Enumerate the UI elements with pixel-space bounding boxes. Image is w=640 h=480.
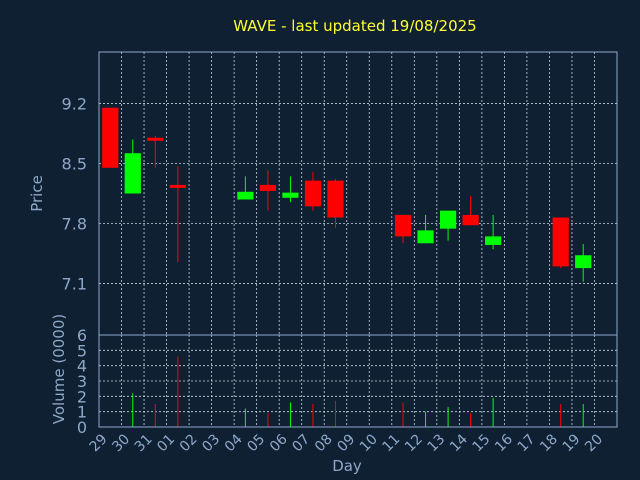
price-tick-labels: 9.2 8.5 7.8 7.1	[62, 94, 87, 293]
volume-tick-label: 5	[77, 341, 87, 360]
candle-body	[282, 192, 299, 198]
volume-panel-frame	[98, 334, 618, 428]
volume-tick-label: 0	[77, 418, 87, 437]
volume-tick-label: 2	[77, 387, 87, 406]
volume-grid	[99, 335, 617, 427]
candle-body	[394, 214, 412, 237]
candle-body	[327, 180, 344, 218]
candle-body	[259, 184, 277, 191]
volume-tick-label: 3	[77, 372, 87, 391]
price-tick-label: 7.8	[62, 215, 87, 234]
candle-body	[169, 184, 186, 188]
volume-tick-label: 4	[77, 357, 87, 376]
price-axis-label: Price	[28, 175, 46, 212]
price-tick-label: 9.2	[62, 94, 87, 113]
candle-body	[417, 230, 434, 244]
candle-body	[575, 255, 592, 269]
day-axis-label: Day	[332, 457, 362, 475]
price-tick-label: 7.1	[62, 275, 87, 294]
candle-body	[304, 180, 322, 207]
volume-tick-label: 6	[77, 326, 87, 345]
day-tick-labels: 2930310102030405060708091011121314151617…	[87, 431, 606, 455]
volume-series	[132, 356, 584, 427]
candle-body	[462, 214, 479, 226]
candle-body	[439, 210, 457, 229]
candle-body	[552, 217, 569, 267]
price-grid	[99, 52, 617, 335]
volume-tick-label: 1	[77, 403, 87, 422]
price-tick-label: 8.5	[62, 154, 87, 173]
candle-body	[147, 137, 164, 141]
candlestick-series	[102, 107, 592, 282]
candle-body	[124, 153, 141, 194]
candle-body	[237, 191, 254, 200]
candle-body	[102, 107, 119, 168]
volume-axis-label: Volume (0000)	[50, 314, 68, 424]
chart-title: WAVE - last updated 19/08/2025	[233, 17, 476, 35]
candle-body	[485, 236, 502, 245]
